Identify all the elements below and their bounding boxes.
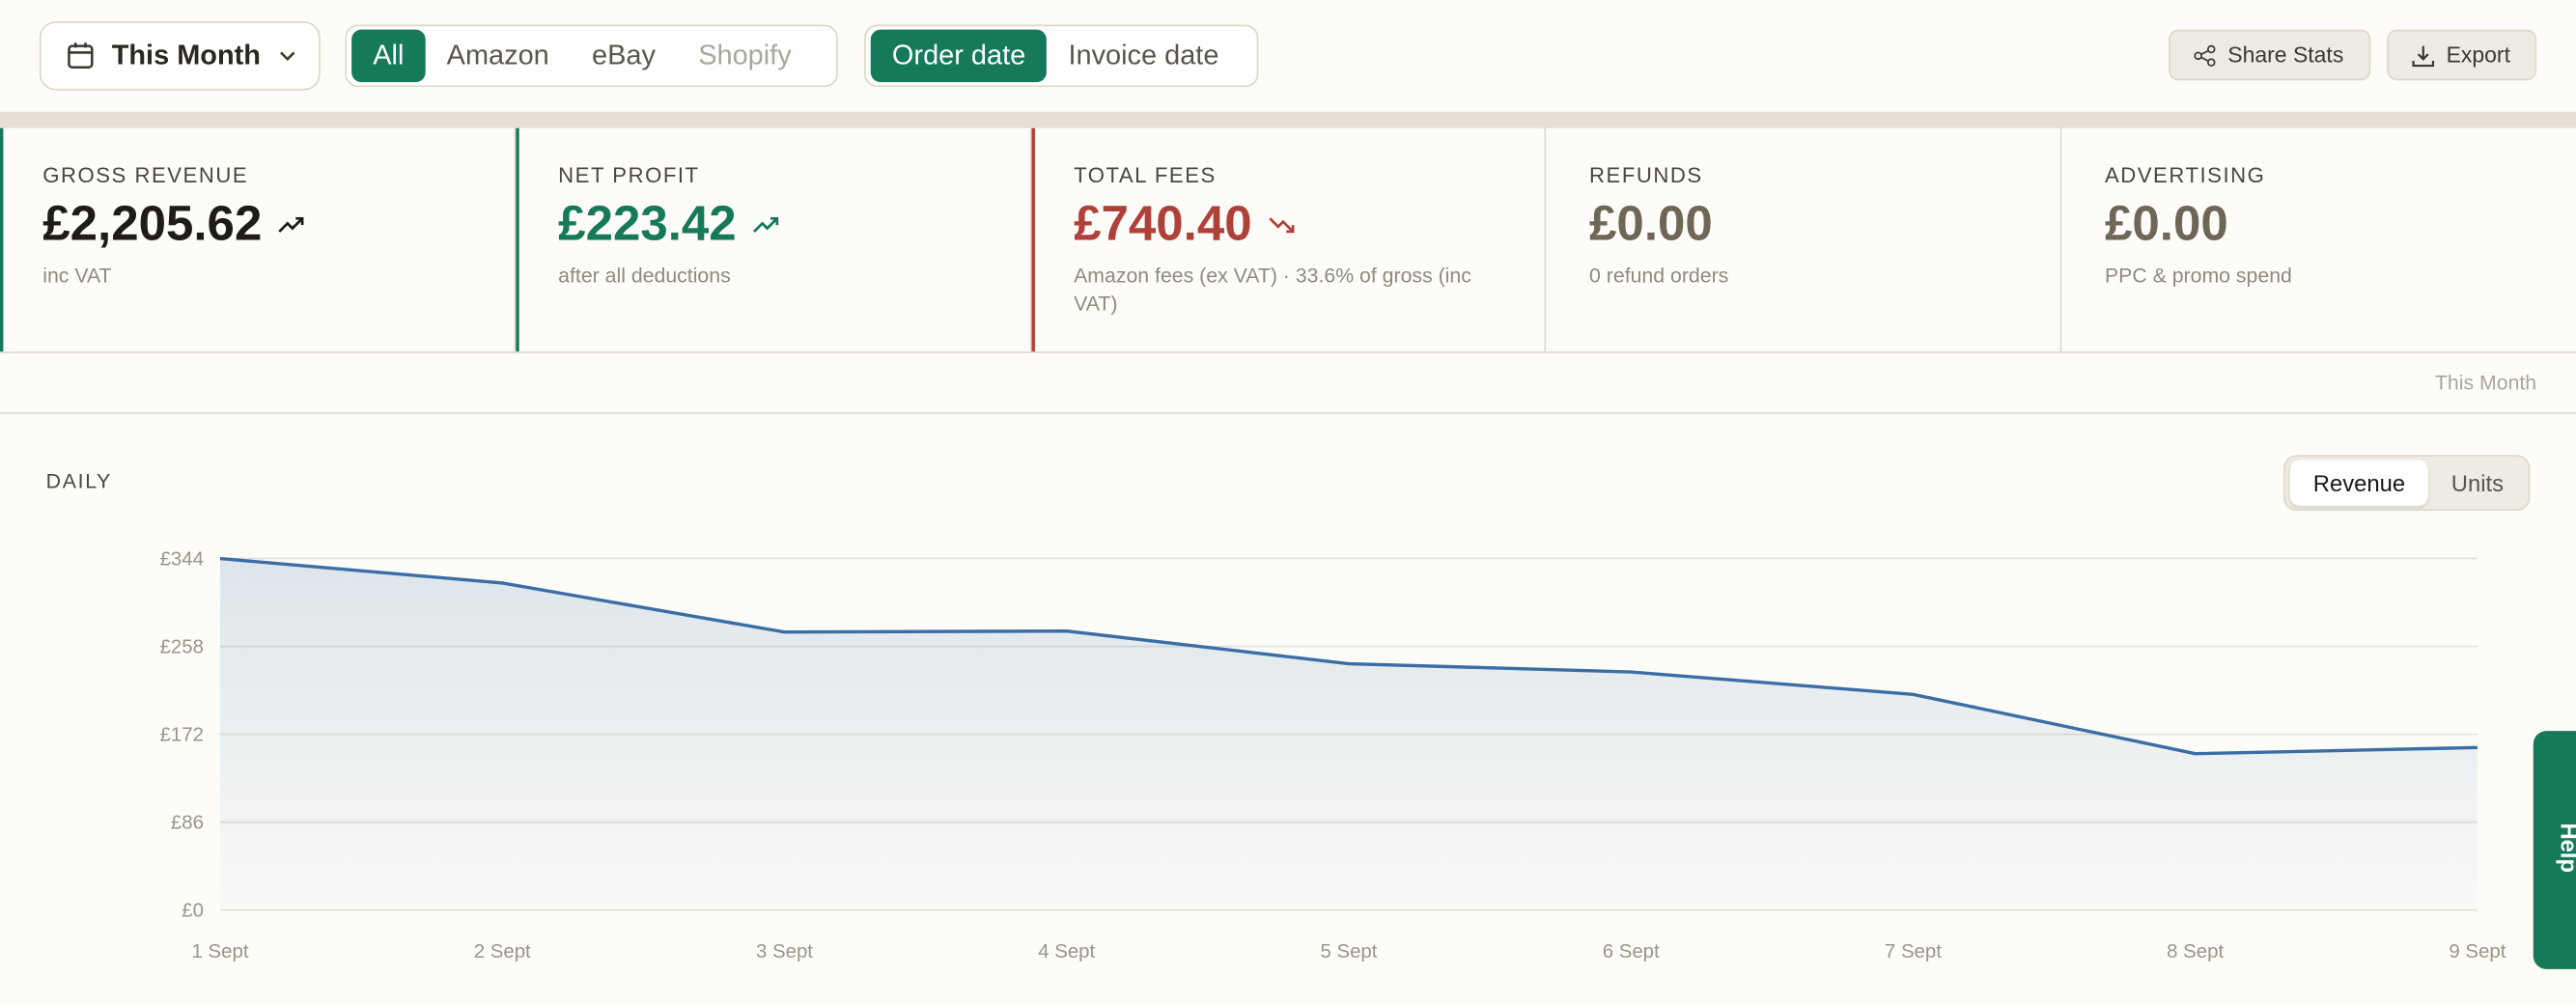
x-tick-label: 3 Sept <box>756 941 813 962</box>
stat-note: inc VAT <box>42 264 112 288</box>
share-label: Share Stats <box>2227 42 2344 68</box>
stat-card: NET PROFIT £223.42 after all deductions <box>515 127 1031 352</box>
x-tick-label: 9 Sept <box>2449 941 2506 962</box>
stat-note: Amazon fees (ex VAT) · 33.6% of gross (i… <box>1074 264 1471 316</box>
trend-icon <box>1269 217 1295 234</box>
chart-title: DAILY <box>45 469 113 493</box>
stat-label: ADVERTISING <box>2104 162 2266 187</box>
stat-card: TOTAL FEES £740.40 Amazon fees (ex VAT) · … <box>1030 127 1547 352</box>
date-mode-option[interactable]: Invoice date <box>1068 39 1219 71</box>
line <box>219 556 2478 756</box>
chart-mode-toggle: Revenue Units <box>2283 455 2531 512</box>
help-tab[interactable]: Help <box>2533 731 2576 969</box>
divider-strip <box>0 111 2576 128</box>
share-icon <box>2194 43 2216 67</box>
stat-value: £2,205.62 <box>42 197 263 252</box>
trend-icon <box>753 216 779 233</box>
stat-value-row: £2,205.62 <box>42 197 474 253</box>
mode-option[interactable]: Revenue <box>2289 460 2428 507</box>
mode-option[interactable]: Units <box>2450 469 2505 496</box>
chevron-icon <box>279 51 294 62</box>
stat-label: NET PROFIT <box>558 162 700 187</box>
date-mode-option[interactable]: Order date <box>870 29 1048 83</box>
calendar-icon <box>68 42 94 70</box>
y-tick-label: £172 <box>160 724 204 745</box>
download-icon <box>2412 44 2435 67</box>
export-button[interactable]: Export <box>2387 29 2537 81</box>
x-tick-label: 4 Sept <box>1038 941 1095 962</box>
share-button[interactable]: Share Stats <box>2169 29 2371 81</box>
stat-label: TOTAL FEES <box>1074 162 1217 187</box>
stat-value-row: £0.00 <box>1589 197 2021 253</box>
stat-note: PPC & promo spend <box>2104 264 2292 288</box>
help-label: Help <box>2556 823 2576 874</box>
stat-value-row: £740.40 <box>1074 197 1505 253</box>
stat-label: GROSS REVENUE <box>42 162 249 187</box>
stat-value: £0.00 <box>1589 197 1713 252</box>
period-caption: This Month <box>2434 371 2537 395</box>
date-mode-filter: Order date Invoice date <box>864 24 1259 88</box>
channel-option[interactable]: Shopify <box>698 39 792 71</box>
period-label: This Month <box>111 39 261 71</box>
stat-card: GROSS REVENUE £2,205.62 inc VAT <box>0 127 516 352</box>
stat-label: REFUNDS <box>1589 162 1703 187</box>
stat-note: after all deductions <box>558 264 731 288</box>
y-tick-label: £258 <box>160 636 204 657</box>
stat-value-row: £0.00 <box>2105 197 2536 253</box>
stat-value: £0.00 <box>2104 197 2228 252</box>
stat-card: ADVERTISING £0.00 PPC & promo spend <box>2062 128 2576 351</box>
stat-cards: GROSS REVENUE £2,205.62 inc VAT NET PROFIT £… <box>0 127 2576 353</box>
x-tick-label: 5 Sept <box>1320 941 1377 962</box>
divider <box>0 412 2576 414</box>
x-tick-label: 8 Sept <box>2167 941 2224 962</box>
x-tick-label: 2 Sept <box>474 941 531 962</box>
export-label: Export <box>2446 42 2510 68</box>
channel-option[interactable]: Amazon <box>446 39 549 71</box>
stat-note: 0 refund orders <box>1589 264 1729 288</box>
y-tick-label: £0 <box>182 900 204 921</box>
x-tick-label: 7 Sept <box>1885 941 1942 962</box>
y-tick-label: £344 <box>160 548 204 570</box>
stat-value: £223.42 <box>558 197 737 252</box>
y-tick-label: £86 <box>171 812 204 833</box>
area <box>220 558 2478 910</box>
stat-card: REFUNDS £0.00 0 refund orders <box>1547 127 2062 352</box>
stat-value: £740.40 <box>1074 197 1252 252</box>
trend-icon <box>279 216 305 233</box>
x-tick-label: 6 Sept <box>1603 941 1660 962</box>
period-select[interactable]: This Month <box>39 21 321 91</box>
x-tick-label: 1 Sept <box>192 941 249 962</box>
channel-filter: All Amazon eBay Shopify <box>345 24 838 88</box>
stat-value-row: £223.42 <box>558 197 990 253</box>
channel-option[interactable]: All <box>351 29 426 83</box>
channel-option[interactable]: eBay <box>592 39 656 71</box>
